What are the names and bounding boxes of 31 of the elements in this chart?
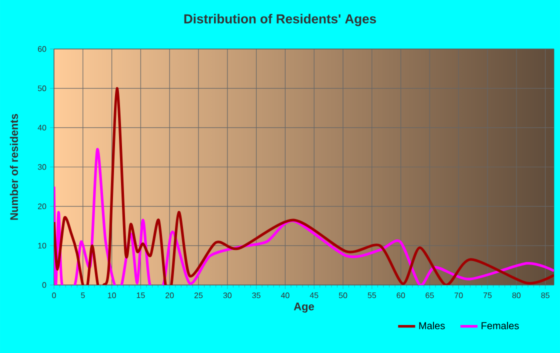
y-tick-label: 0 [42, 282, 46, 288]
x-tick-label: 85 [541, 292, 550, 298]
y-tick-label: 10 [38, 242, 46, 248]
x-tick-label: 50 [338, 292, 348, 298]
chart-title: Distribution of Residents' Ages [184, 14, 376, 26]
x-axis-title: Age [294, 302, 314, 313]
x-tick-label: 10 [108, 292, 116, 298]
x-tick-label: 75 [483, 292, 492, 298]
x-tick-label: 15 [136, 292, 145, 298]
x-tick-label: 30 [223, 292, 232, 298]
x-tick-label: 35 [252, 292, 260, 298]
x-tick-label: 5 [81, 292, 85, 298]
x-tick-label: 80 [512, 292, 521, 298]
y-axis-title: Number of residents [10, 114, 18, 220]
x-tick-label: 0 [52, 292, 56, 298]
y-tick-label: 60 [38, 46, 46, 52]
x-tick-label: 45 [310, 292, 318, 298]
x-tick-label: 40 [280, 292, 290, 298]
x-tick-label: 70 [454, 292, 463, 298]
y-tick-label: 30 [38, 164, 46, 170]
line-series [54, 87, 554, 285]
x-tick-label: 25 [194, 292, 203, 298]
y-tick-label: 40 [38, 124, 46, 130]
x-tick-label: 65 [426, 292, 434, 298]
legend-label: Males [419, 322, 445, 330]
y-tick-label: 20 [38, 203, 46, 210]
y-tick-label: 50 [38, 86, 46, 92]
x-tick-label: 20 [166, 292, 174, 298]
x-tick-label: 55 [368, 292, 376, 298]
x-tick-label: 60 [396, 292, 405, 298]
legend-label: Females [482, 322, 519, 330]
